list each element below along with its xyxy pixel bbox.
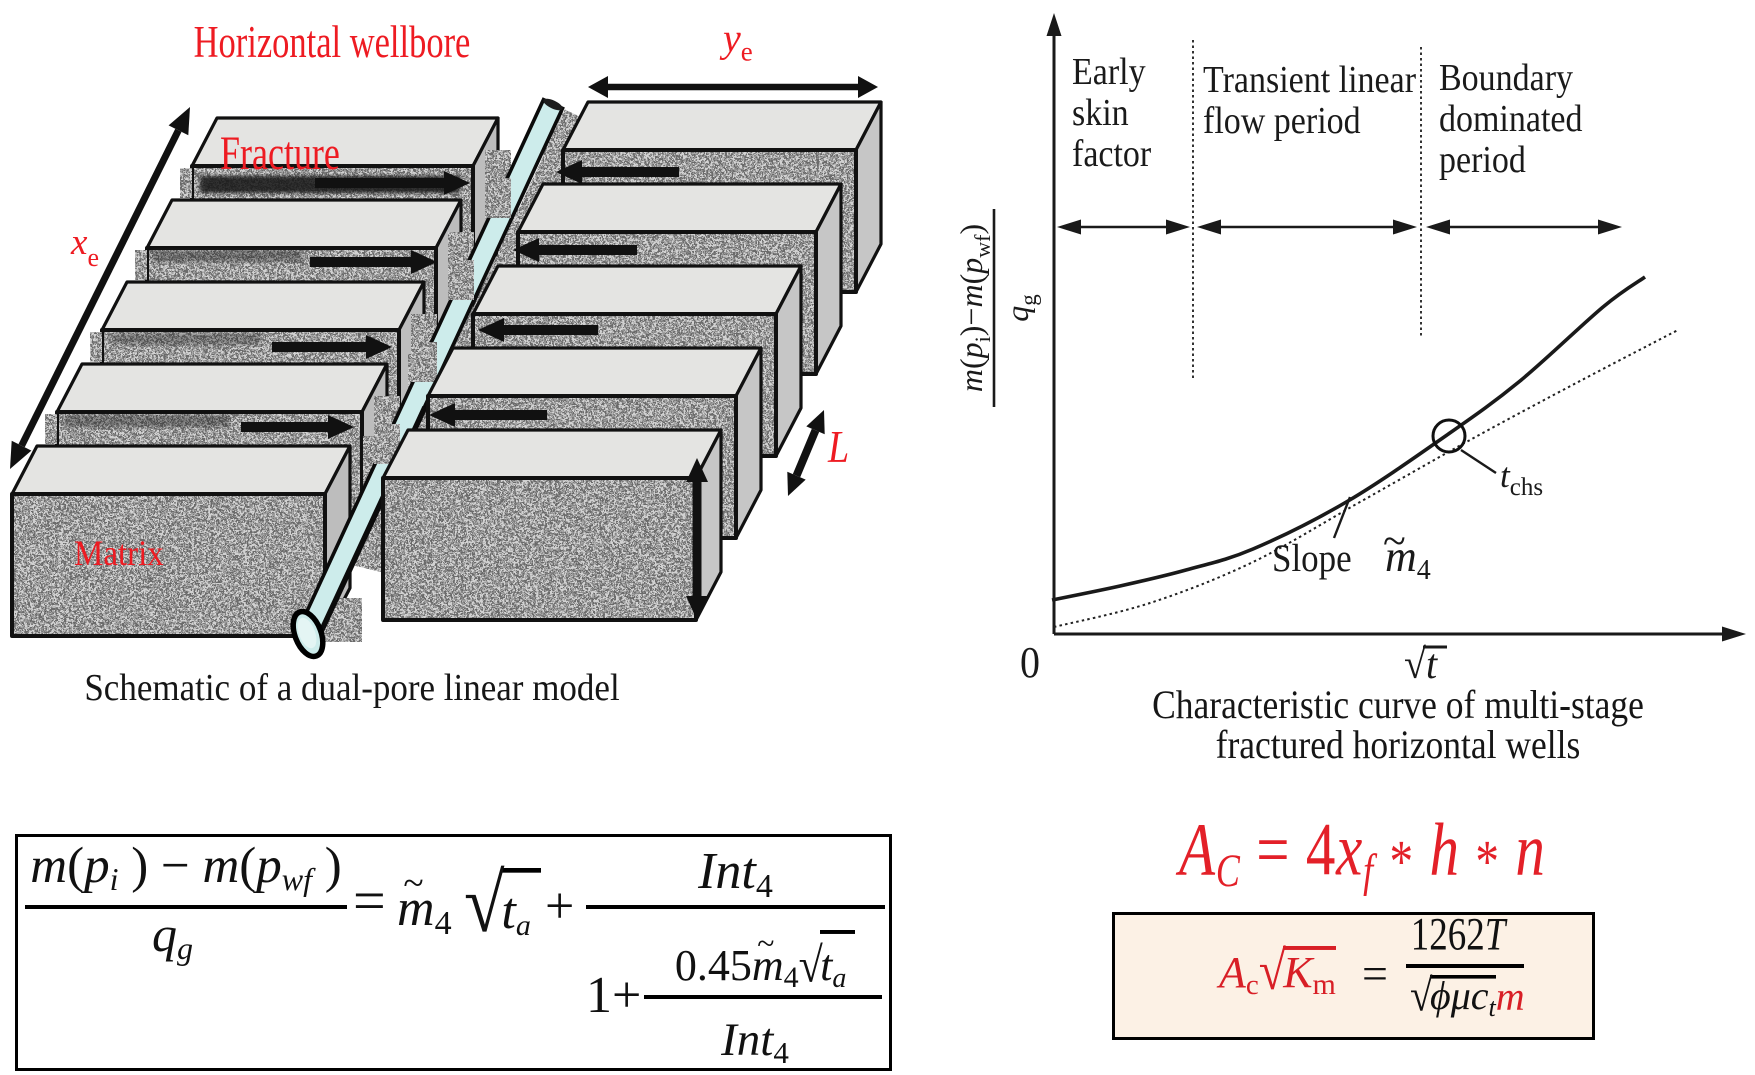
svg-text:Fracture: Fracture xyxy=(220,127,340,180)
svg-text:Horizontal wellbore: Horizontal wellbore xyxy=(194,16,471,67)
svg-text:flow period: flow period xyxy=(1203,99,1361,141)
svg-text:dominated: dominated xyxy=(1439,97,1582,139)
svg-text:m(pi)−m(pwf): m(pi)−m(pwf) xyxy=(953,224,995,392)
svg-text:ye: ye xyxy=(719,16,753,67)
svg-text:Matrix: Matrix xyxy=(74,533,164,574)
svg-text:Boundary: Boundary xyxy=(1439,56,1573,98)
svg-text:Schematic of a dual-pore linea: Schematic of a dual-pore linear model xyxy=(84,665,619,708)
svg-text:L: L xyxy=(827,423,849,473)
svg-text:qg: qg xyxy=(999,294,1041,322)
svg-text:factor: factor xyxy=(1072,132,1151,174)
svg-text:Early: Early xyxy=(1072,50,1146,92)
svg-text:~: ~ xyxy=(1383,519,1406,565)
svg-text:tchs: tchs xyxy=(1500,456,1543,501)
svg-text:Slope: Slope xyxy=(1272,537,1352,580)
svg-text:xe: xe xyxy=(70,222,99,272)
svg-text:skin: skin xyxy=(1072,91,1129,133)
svg-text:m4: m4 xyxy=(1385,532,1431,586)
svg-text:Characteristic curve of multi-: Characteristic curve of multi-stage xyxy=(1152,683,1644,727)
svg-text:fractured horizontal wells: fractured horizontal wells xyxy=(1216,723,1581,767)
svg-text:0: 0 xyxy=(1020,639,1040,687)
svg-text:period: period xyxy=(1439,138,1526,180)
svg-text:Transient linear: Transient linear xyxy=(1203,58,1416,100)
